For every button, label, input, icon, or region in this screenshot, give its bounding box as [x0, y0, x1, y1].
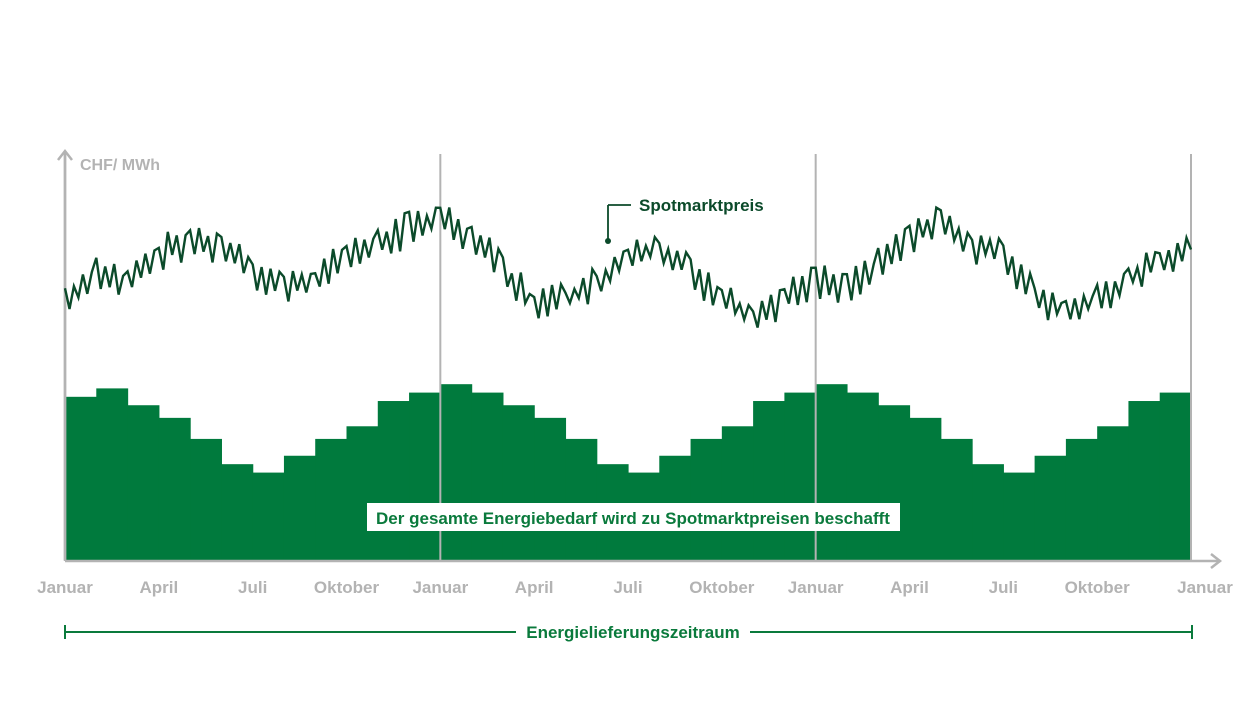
- x-tick-label: April: [515, 578, 554, 597]
- y-axis-label: CHF/ MWh: [80, 157, 160, 174]
- x-tick-label: April: [139, 578, 178, 597]
- x-tick-labels: Januar April Juli Oktober Januar April Juli Okt…: [37, 578, 1233, 597]
- demand-bar: [1065, 438, 1098, 561]
- demand-bar: [65, 396, 97, 561]
- demand-bar: [1159, 392, 1192, 561]
- demand-bar: [1003, 472, 1036, 561]
- demand-bar: [158, 417, 191, 561]
- x-tick-label: Oktober: [314, 578, 380, 597]
- demand-bar: [784, 392, 817, 561]
- price-series: [63, 205, 1193, 328]
- demand-bar: [190, 438, 222, 561]
- x-tick-label: Januar: [412, 578, 468, 597]
- x-tick-label: Januar: [1177, 578, 1233, 597]
- demand-bar: [878, 405, 911, 561]
- demand-bar: [346, 426, 379, 561]
- x-tick-label: April: [890, 578, 929, 597]
- demand-bar: [940, 438, 973, 561]
- demand-bar: [409, 392, 441, 561]
- demand-bar: [534, 417, 567, 561]
- demand-bar: [1097, 426, 1130, 561]
- procurement-note: Der gesamte Energiebedarf wird zu Spotma…: [376, 509, 890, 528]
- x-tick-label: Januar: [788, 578, 844, 597]
- x-tick-label: Januar: [37, 578, 93, 597]
- demand-bar: [502, 405, 535, 561]
- demand-bar: [565, 438, 598, 561]
- x-axis-arrow-icon: [1210, 553, 1223, 569]
- demand-bar: [440, 384, 473, 561]
- demand-area: [65, 384, 1192, 561]
- y-axis-arrow-icon: [57, 148, 73, 161]
- x-tick-label: Juli: [613, 578, 642, 597]
- demand-bar: [753, 401, 785, 561]
- demand-bar: [96, 388, 129, 561]
- x-tick-label: Juli: [989, 578, 1018, 597]
- demand-bar: [972, 464, 1004, 561]
- spot-label-dot: [605, 238, 611, 244]
- x-tick-label: Juli: [238, 578, 267, 597]
- demand-bar: [690, 438, 723, 561]
- demand-bar: [909, 417, 942, 561]
- demand-bar: [283, 455, 316, 561]
- demand-bar: [721, 426, 754, 561]
- spot-price-line: [63, 205, 1193, 328]
- axes: CHF/ MWh: [57, 148, 1223, 569]
- demand-bar: [377, 401, 410, 561]
- demand-bar: [127, 405, 160, 561]
- demand-bar: [252, 472, 285, 561]
- x-tick-label: Oktober: [1065, 578, 1131, 597]
- demand-bar: [315, 438, 348, 561]
- demand-bar: [846, 392, 879, 561]
- annotations: Spotmarktpreis Der gesamte Energiebedarf…: [64, 196, 1193, 642]
- demand-bar: [221, 464, 254, 561]
- demand-bar: [815, 384, 848, 561]
- demand-bar: [1034, 455, 1067, 561]
- spot-label: Spotmarktpreis: [639, 196, 764, 215]
- x-tick-label: Oktober: [689, 578, 755, 597]
- demand-bar: [471, 392, 504, 561]
- delivery-period-label: Energielieferungszeitraum: [526, 623, 740, 642]
- demand-bar: [1128, 401, 1161, 561]
- procurement-note-box: [367, 503, 900, 531]
